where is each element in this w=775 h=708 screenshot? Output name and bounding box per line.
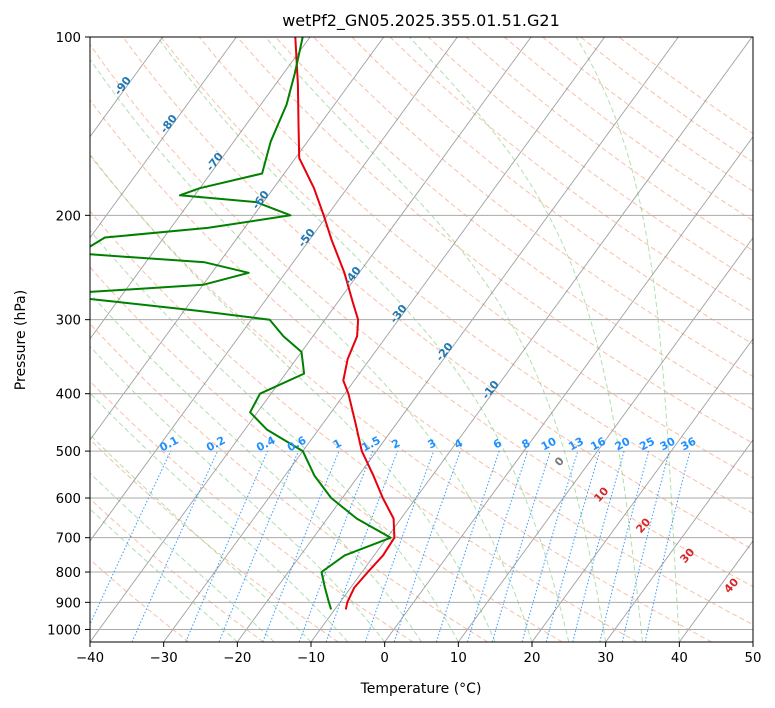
isotherm-line <box>163 37 606 642</box>
y-tick-label: 700 <box>56 532 81 547</box>
y-tick-label: 1000 <box>47 623 81 638</box>
moist-adiabat-line <box>265 37 607 642</box>
moist-adiabat-line <box>90 392 349 642</box>
temperature-profile-line <box>294 37 396 610</box>
y-tick-label: 100 <box>56 31 81 46</box>
x-tick-label: 20 <box>524 651 541 666</box>
dry-adiabat-line <box>160 37 753 514</box>
isotherm-line <box>236 37 679 642</box>
isotherm-line <box>90 37 532 642</box>
mixing-ratio-line <box>262 450 340 642</box>
dry-adiabat-line <box>90 266 563 642</box>
x-tick-label: 30 <box>597 651 614 666</box>
mixing-ratio-label: 25 <box>637 435 657 454</box>
mixing-ratio-label: 36 <box>679 435 699 454</box>
isotherm-line <box>457 237 753 642</box>
dry-adiabat-line <box>313 37 753 378</box>
moist-adiabat-line <box>409 37 643 642</box>
moist-adiabat-line <box>90 229 459 642</box>
dry-adiabat-line <box>90 154 712 642</box>
mixing-ratio-label: 16 <box>588 435 608 454</box>
dry-adiabat-line <box>90 210 638 642</box>
x-axis-label: Temperature (°C) <box>360 681 482 697</box>
mixing-ratio-line <box>435 450 500 642</box>
isotherm-line <box>310 37 753 642</box>
mixing-ratio-line <box>325 450 398 642</box>
mixing-ratio-line <box>131 450 218 642</box>
y-tick-label: 900 <box>56 596 81 611</box>
isotherm-line <box>384 135 753 642</box>
isotherm-line <box>90 37 311 340</box>
mixing-ratio-line <box>364 450 435 642</box>
y-tick-label: 400 <box>56 388 81 403</box>
isotherm-line <box>90 37 237 239</box>
dewpoint-profile-line <box>90 37 392 610</box>
mixing-ratio-label: 10 <box>539 435 559 454</box>
mixing-ratio-line <box>90 450 172 626</box>
mixing-ratio-line <box>545 450 601 642</box>
mixing-ratio-line <box>572 450 625 642</box>
mixing-ratio-label: 30 <box>658 435 678 454</box>
y-axis: 100 200 300 400 500 600 700 800 900 1000 <box>47 31 90 638</box>
mixing-ratio-line <box>467 450 529 642</box>
x-tick-label: 10 <box>450 651 467 666</box>
x-tick-label: 0 <box>380 651 388 666</box>
mixing-ratio-line <box>393 450 461 642</box>
y-axis-label: Pressure (hPa) <box>13 290 29 390</box>
plot-frame <box>89 36 754 643</box>
moist-adiabat-line <box>90 292 422 642</box>
mixing-ratio-line <box>644 450 691 642</box>
moist-adiabat-line <box>90 153 496 642</box>
dry-adiabat-line <box>351 37 753 345</box>
dry-adiabat-line <box>90 43 753 588</box>
mixing-ratio-line <box>491 450 551 642</box>
x-tick-label: 50 <box>745 651 762 666</box>
y-tick-label: 600 <box>56 492 81 507</box>
isotherm-line <box>605 439 753 642</box>
dry-adiabat-line <box>90 99 753 626</box>
chart-title: wetPf2_GN05.2025.355.01.51.G21 <box>282 11 560 31</box>
mixing-ratio-line <box>521 450 579 642</box>
y-tick-label: 200 <box>56 209 81 224</box>
y-tick-label: 300 <box>56 314 81 329</box>
dry-adiabat-line <box>198 37 753 479</box>
mixing-ratio-label: 13 <box>566 435 586 454</box>
y-tick-label: 800 <box>56 566 81 581</box>
x-tick-label: 40 <box>671 651 688 666</box>
y-tick-label: 500 <box>56 445 81 460</box>
dry-adiabat-line <box>90 558 190 642</box>
mixing-ratio-line <box>298 450 374 642</box>
x-tick-label: −30 <box>150 651 178 666</box>
x-tick-label: −40 <box>76 651 104 666</box>
background-reference-lines <box>90 37 753 642</box>
x-tick-label: −20 <box>223 651 251 666</box>
moist-adiabat-line <box>156 37 570 642</box>
mixing-ratio-line <box>185 450 268 642</box>
dry-adiabat-line <box>122 37 753 551</box>
mixing-ratio-line <box>218 450 299 642</box>
moist-adiabat-line <box>90 58 533 642</box>
isotherm-line <box>90 37 458 542</box>
moist-adiabat-line <box>90 345 386 642</box>
profile-series <box>90 37 396 610</box>
x-tick-label: −10 <box>297 651 325 666</box>
moist-adiabat-line <box>575 37 680 642</box>
isotherm-line <box>90 37 385 441</box>
x-axis: −40 −30 −20 −10 0 10 20 30 40 50 <box>76 642 761 666</box>
mixing-ratio-label: 20 <box>613 435 633 454</box>
mixing-ratio-line <box>621 450 670 642</box>
dry-adiabat-line <box>90 438 339 642</box>
